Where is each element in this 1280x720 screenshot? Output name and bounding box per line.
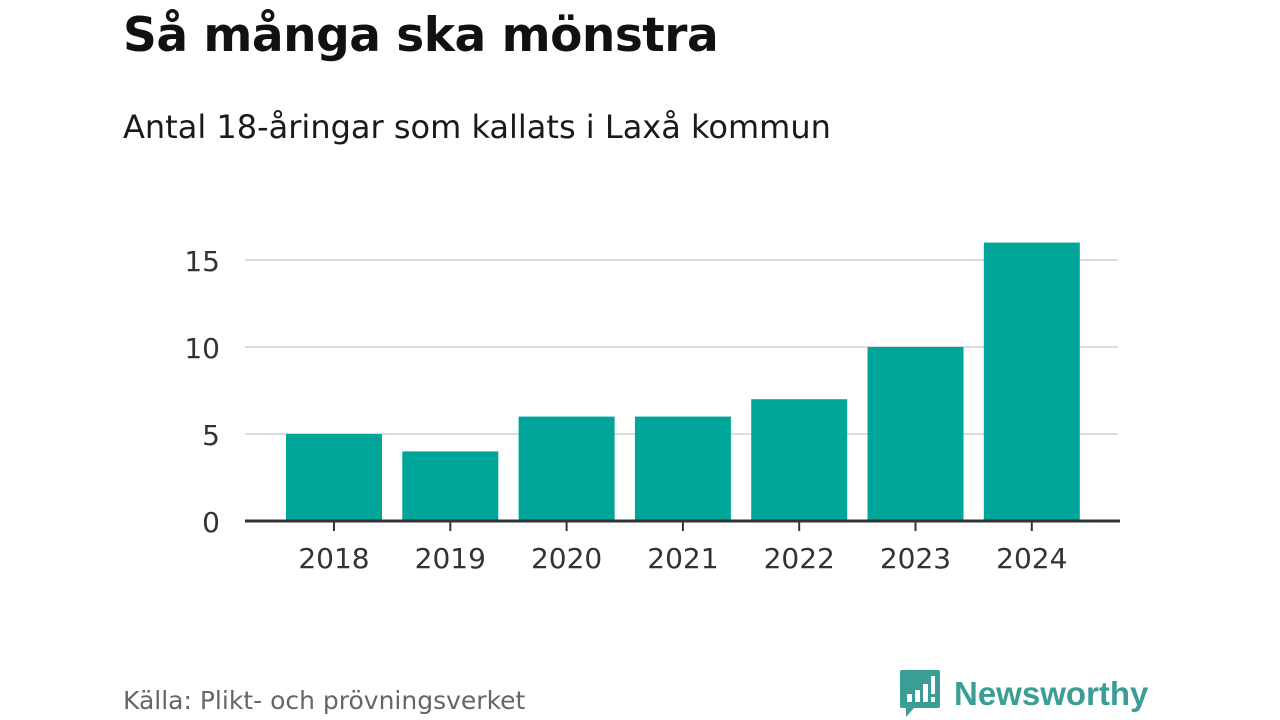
newsworthy-logo-icon <box>900 670 940 717</box>
source-note: Källa: Plikt- och prövningsverket <box>123 686 526 715</box>
newsworthy-logo: Newsworthy <box>900 670 1148 718</box>
x-tick-label: 2018 <box>298 542 369 575</box>
x-tick-label: 2023 <box>880 542 951 575</box>
chart-title: Så många ska mönstra <box>123 8 719 63</box>
bar-2023 <box>867 347 964 521</box>
bar-2022 <box>751 399 848 521</box>
bar-2018 <box>286 434 382 521</box>
y-tick-label: 5 <box>202 419 220 452</box>
y-tick-label: 10 <box>184 332 220 365</box>
chart-subtitle: Antal 18-åringar som kallats i Laxå komm… <box>123 108 831 146</box>
x-tick-label: 2019 <box>415 542 486 575</box>
x-tick-label: 2020 <box>531 542 602 575</box>
newsworthy-logo-text: Newsworthy <box>954 675 1149 712</box>
bar-2019 <box>402 451 499 521</box>
y-tick-label: 0 <box>202 506 220 539</box>
bar-2021 <box>634 416 731 521</box>
x-tick-label: 2021 <box>647 542 718 575</box>
x-tick-label: 2022 <box>764 542 835 575</box>
x-tick-label: 2024 <box>996 542 1067 575</box>
bar-2020 <box>518 416 615 521</box>
y-tick-label: 15 <box>184 245 220 278</box>
bar-2024 <box>983 242 1080 521</box>
